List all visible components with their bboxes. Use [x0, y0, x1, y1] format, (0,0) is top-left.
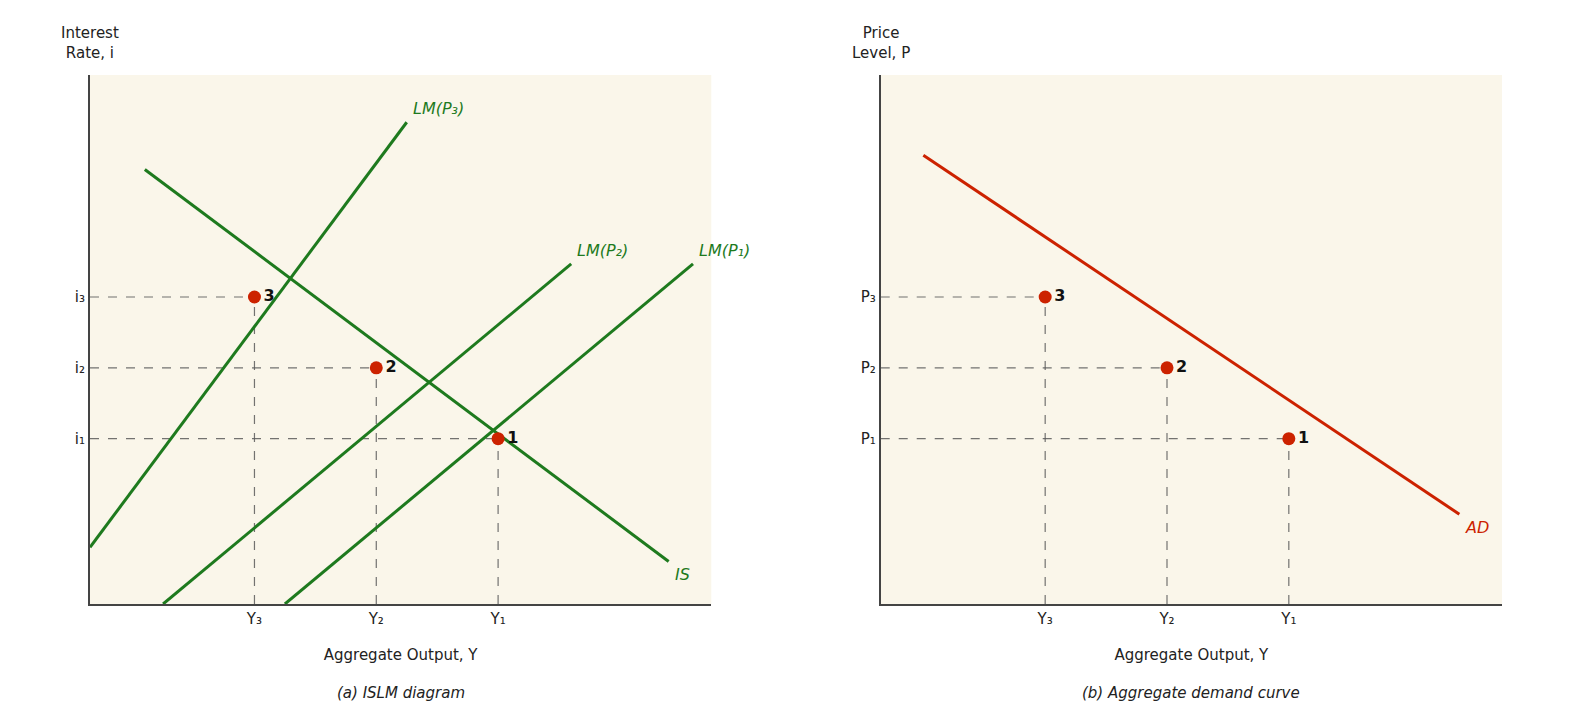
svg-text:i₃: i₃ — [75, 288, 85, 306]
svg-text:LM(P₃): LM(P₃) — [413, 99, 464, 118]
svg-text:LM(P₁): LM(P₁) — [699, 241, 750, 260]
svg-text:Y₂: Y₂ — [1158, 610, 1174, 628]
svg-text:Y₃: Y₃ — [246, 610, 262, 628]
svg-text:InterestRate, i: InterestRate, i — [61, 24, 119, 62]
svg-text:Aggregate Output, Y: Aggregate Output, Y — [324, 646, 479, 664]
svg-text:1: 1 — [1298, 428, 1309, 447]
svg-text:2: 2 — [385, 357, 396, 376]
svg-text:(b) Aggregate demand curve: (b) Aggregate demand curve — [1082, 684, 1300, 702]
svg-text:IS: IS — [675, 565, 690, 584]
svg-text:Y₃: Y₃ — [1037, 610, 1053, 628]
svg-text:Aggregate Output, Y: Aggregate Output, Y — [1114, 646, 1269, 664]
svg-text:AD: AD — [1465, 518, 1489, 537]
svg-text:Y₁: Y₁ — [1280, 610, 1296, 628]
svg-text:3: 3 — [1054, 286, 1065, 305]
svg-text:i₂: i₂ — [75, 359, 85, 377]
svg-text:Y₂: Y₂ — [368, 610, 384, 628]
svg-text:P₃: P₃ — [861, 288, 876, 306]
svg-text:P₁: P₁ — [861, 430, 876, 448]
svg-text:PriceLevel, P: PriceLevel, P — [852, 24, 910, 62]
svg-text:3: 3 — [264, 286, 275, 305]
svg-text:P₂: P₂ — [861, 359, 876, 377]
svg-text:2: 2 — [1176, 357, 1187, 376]
svg-text:Y₁: Y₁ — [490, 610, 506, 628]
svg-text:LM(P₂): LM(P₂) — [577, 241, 628, 260]
svg-text:i₁: i₁ — [75, 430, 85, 448]
svg-text:1: 1 — [507, 428, 518, 447]
svg-text:(a) ISLM diagram: (a) ISLM diagram — [337, 684, 465, 702]
